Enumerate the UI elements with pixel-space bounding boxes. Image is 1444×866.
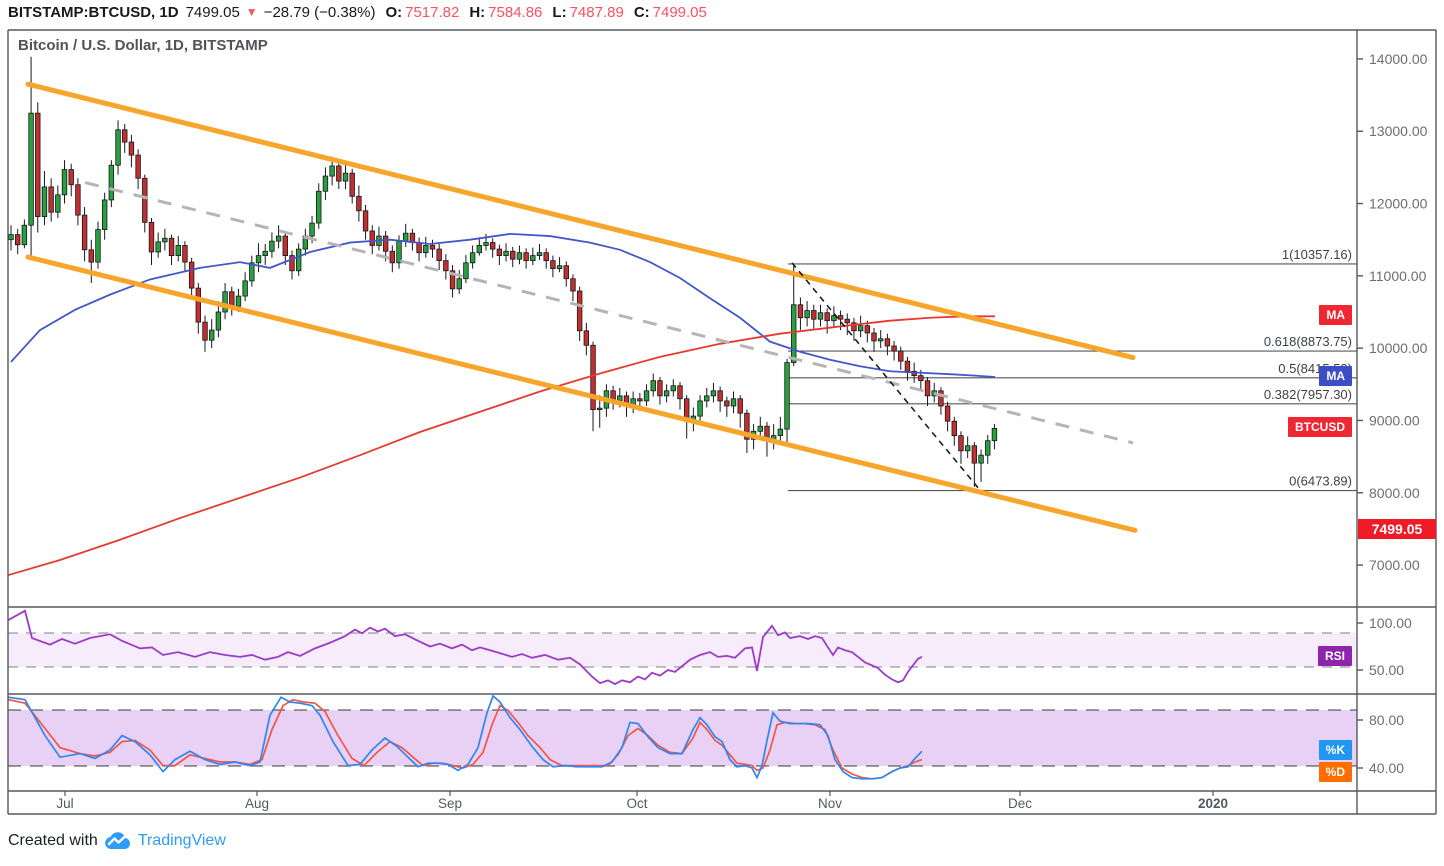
open-value: 7517.82 [405, 3, 460, 21]
trendline-dashed [791, 262, 979, 489]
close-value: 7499.05 [652, 3, 707, 21]
rsi-line [7, 609, 923, 686]
close-label: C: [633, 3, 650, 21]
current-price-tag: 7499.05 [1358, 518, 1436, 539]
rsi-badge[interactable]: RSI [1317, 645, 1352, 666]
chart-legend-title[interactable]: Bitcoin / U.S. Dollar, 1D, BITSTAMP [18, 37, 268, 54]
ma-blue-badge[interactable]: MA [1319, 366, 1352, 387]
time-axis-label: Oct [626, 796, 647, 811]
candles-layer [8, 56, 998, 487]
stoch-k-line [7, 694, 923, 780]
down-arrow-icon: ▼ [245, 5, 258, 19]
fib-level-label: 1(10357.16) [1282, 247, 1352, 262]
open-label: O: [385, 3, 403, 21]
axis-tick-label: 7000.00 [1369, 557, 1420, 573]
axis-tick-label: 12000.00 [1369, 196, 1428, 212]
high-label: H: [469, 3, 486, 21]
ohlc-info-bar: BITSTAMP:BTCUSD, 1D 7499.05 ▼ −28.79 (−0… [8, 0, 707, 24]
high-value: 7584.86 [488, 3, 543, 21]
ma-red-badge[interactable]: MA [1319, 305, 1352, 326]
axis-tick-label: 11000.00 [1369, 268, 1427, 284]
stoch-k-badge[interactable]: %K [1318, 740, 1352, 761]
low-label: L: [552, 3, 567, 21]
axis-tick-label: 80.00 [1369, 712, 1404, 728]
channel-upper-line [25, 81, 1136, 361]
chart-frame [7, 29, 1437, 815]
fib-level-label: 0(6473.89) [1289, 474, 1352, 489]
footer-attribution: Created with TradingView [8, 832, 226, 850]
low-value: 7487.89 [569, 3, 624, 21]
price-change: −28.79 (−0.38%) [263, 3, 376, 21]
price-axis: 14000.00 13000.00 12000.00 11000.00 10000.00… [1357, 51, 1428, 776]
ma-blue-line [10, 232, 996, 378]
created-with-label: Created with [8, 832, 98, 849]
axis-tick-label: 50.00 [1369, 662, 1404, 678]
time-axis-label: Nov [818, 796, 842, 811]
axis-tick-label: 10000.00 [1369, 340, 1428, 356]
axis-tick-label: 9000.00 [1369, 412, 1420, 428]
time-axis-label: Jul [56, 796, 73, 811]
stoch-d-badge[interactable]: %D [1318, 762, 1352, 783]
fib-retracement: 1(10357.16)0.618(8873.75)0.5(8415.52)0.3… [788, 247, 1357, 492]
fib-level-label: 0.618(8873.75) [1264, 334, 1352, 349]
time-axis-label: Aug [245, 796, 269, 811]
axis-tick-label: 8000.00 [1369, 485, 1420, 501]
tradingview-logo-icon[interactable] [104, 832, 132, 850]
time-axis: Jul Aug Sep Oct Nov Dec 2020 [56, 791, 1228, 811]
last-price: 7499.05 [185, 3, 240, 21]
axis-tick-label: 13000.00 [1369, 123, 1428, 139]
axis-tick-label: 40.00 [1369, 760, 1404, 776]
axis-tick-label: 100.00 [1369, 615, 1412, 631]
channel-mid-line [84, 181, 1134, 445]
indicator-bands [8, 632, 1357, 767]
axis-tick-label: 14000.00 [1369, 51, 1428, 67]
time-axis-label: Sep [438, 796, 462, 811]
time-axis-label: 2020 [1198, 796, 1228, 811]
ma-red-line [7, 315, 995, 577]
btcusd-badge[interactable]: BTCUSD [1288, 417, 1352, 438]
fib-level-label: 0.382(7957.30) [1264, 387, 1352, 402]
symbol-title[interactable]: BITSTAMP:BTCUSD, 1D [8, 3, 179, 21]
time-axis-label: Dec [1008, 796, 1032, 811]
tradingview-brand-label[interactable]: TradingView [137, 832, 226, 849]
channel-lower-line [25, 254, 1138, 533]
